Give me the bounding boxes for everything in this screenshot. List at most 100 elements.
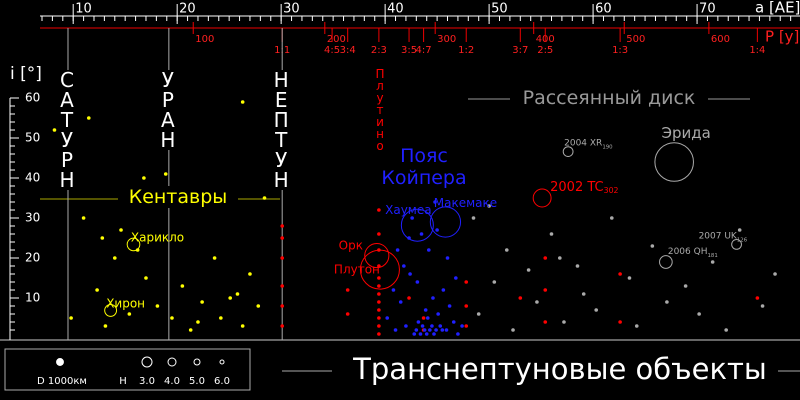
object-name: Хирон: [106, 296, 145, 310]
plutino-label: Плутино: [374, 67, 386, 153]
y-tick-label: 50: [25, 131, 40, 145]
object-label: Плутон: [334, 262, 380, 276]
data-point: [431, 296, 435, 300]
data-point: [81, 216, 86, 220]
p-tick-label: 100: [195, 34, 214, 45]
minor-ticks: [41, 16, 792, 21]
data-point: [697, 312, 701, 316]
x-tick-label: 10: [75, 2, 92, 17]
data-point: [650, 244, 655, 248]
named-object: [126, 237, 141, 252]
data-point: [426, 248, 431, 252]
data-point: [423, 308, 428, 312]
y-tick-label: 20: [25, 251, 40, 265]
data-point: [634, 324, 639, 328]
named-object: [359, 249, 400, 290]
data-point: [487, 204, 491, 208]
data-point: [127, 312, 132, 316]
data-point: [416, 320, 421, 324]
data-point: [188, 328, 193, 332]
y-tick-label: 30: [25, 211, 40, 225]
data-point: [377, 232, 381, 236]
x-tick-label: 40: [387, 2, 404, 17]
resonance-label: 1:2: [458, 45, 474, 56]
planet-label: НЕПТУН: [271, 70, 292, 190]
data-point: [377, 208, 381, 212]
y-tick-label: 40: [25, 171, 40, 185]
data-point: [476, 312, 481, 316]
data-point: [430, 324, 434, 328]
data-point: [414, 328, 419, 332]
chart-title: Транснептуновые объекты: [352, 352, 767, 386]
data-point: [594, 308, 599, 312]
resonance-label: 3:4: [340, 45, 356, 56]
resonance-label: 2:5: [537, 45, 553, 56]
data-point: [420, 324, 425, 328]
data-point: [627, 276, 632, 280]
data-point: [280, 256, 284, 260]
data-point: [280, 284, 284, 288]
data-point: [422, 328, 427, 332]
object-sub: 190: [602, 144, 613, 150]
data-point: [504, 248, 509, 252]
data-point: [144, 276, 148, 280]
p-tick-label: 500: [626, 34, 645, 45]
data-point: [280, 304, 284, 308]
data-point: [441, 288, 446, 292]
data-point: [683, 284, 688, 288]
legend-h: [193, 358, 201, 366]
data-point: [432, 332, 436, 336]
x-tick-label: 70: [699, 2, 716, 17]
data-point: [464, 280, 469, 284]
data-point: [425, 316, 430, 320]
object-label: Макемаке: [434, 196, 497, 210]
data-point: [170, 316, 174, 320]
named-object: [364, 243, 390, 269]
data-point: [391, 288, 396, 292]
object-name: Эрида: [662, 124, 711, 142]
data-point: [119, 228, 123, 232]
data-point: [95, 288, 99, 292]
data-point: [377, 308, 381, 312]
data-point: [212, 256, 217, 260]
data-point: [69, 316, 73, 320]
data-point: [447, 304, 452, 308]
p-tick-label: 600: [711, 34, 730, 45]
object-label: 2007 UK126: [699, 231, 748, 243]
object-sub: 181: [707, 253, 717, 259]
data-point: [526, 268, 531, 272]
resonance-label: 3:5: [401, 45, 417, 56]
data-point: [415, 280, 420, 284]
named-object: [654, 142, 694, 182]
data-point: [511, 328, 515, 332]
data-point: [433, 200, 437, 204]
data-point: [219, 316, 223, 320]
data-point: [377, 332, 381, 336]
data-point: [760, 304, 765, 308]
y-tick-label: 60: [25, 91, 40, 105]
data-point: [377, 276, 381, 280]
data-point: [421, 316, 426, 320]
data-point: [256, 304, 261, 308]
object-sub: 302: [604, 186, 619, 195]
data-point: [155, 304, 160, 308]
x-axis-label: a [AE]: [755, 0, 800, 17]
data-point: [142, 176, 146, 180]
data-point: [395, 248, 400, 252]
object-label: Хирон: [106, 296, 145, 310]
data-point: [402, 264, 406, 268]
data-point: [180, 284, 185, 288]
planet-label: САТУРН: [56, 70, 77, 190]
data-point: [86, 116, 91, 120]
data-point: [404, 324, 408, 328]
x-tick-label: 20: [179, 2, 196, 17]
data-point: [581, 292, 586, 296]
data-point: [549, 232, 554, 236]
data-point: [755, 296, 760, 300]
data-point: [456, 332, 460, 336]
data-point: [436, 312, 440, 316]
data-point: [377, 324, 381, 328]
kuiper-label: Пояс Койпера: [381, 145, 467, 189]
data-point: [280, 324, 284, 328]
data-point: [543, 320, 548, 324]
